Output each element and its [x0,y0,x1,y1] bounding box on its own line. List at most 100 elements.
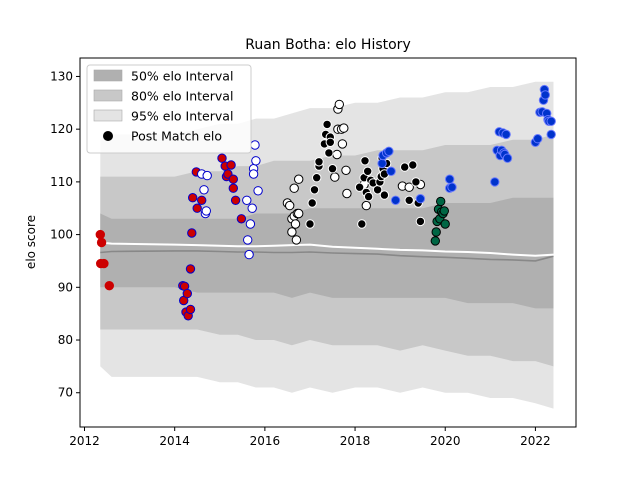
y-tick-label: 70 [58,386,73,400]
elo-point [245,219,256,229]
mean-elo-lines [100,241,554,262]
elo-point [431,227,441,237]
elo-point [360,156,370,166]
elo-point [546,116,556,127]
elo-point [354,182,365,192]
elo-point [248,169,259,179]
legend-label: Post Match elo [131,129,222,144]
elo-point [104,281,115,291]
elo-point [250,140,260,150]
elo-point [247,203,257,213]
elo-point [501,129,511,140]
y-axis-label: elo score [24,215,38,269]
elo-point [330,172,340,182]
elo-point [379,190,390,200]
elo-point [339,123,349,133]
elo-point [327,164,338,174]
legend-swatch [93,109,123,122]
elo-point [185,304,196,315]
elo-point [242,195,252,206]
elo-point [289,183,299,193]
elo-point [230,195,241,206]
elo-point [363,191,374,202]
elo-point [415,216,426,227]
elo-point [202,170,212,181]
y-tick-label: 110 [50,175,73,189]
legend-label: 95% elo Interval [131,109,233,124]
elo-point [187,228,197,238]
elo-point [445,174,455,184]
elo-point [404,195,414,206]
elo-point [404,182,414,192]
elo-point [342,188,352,199]
elo-point [332,149,342,160]
elo-point [253,186,263,196]
elo-point [294,208,304,219]
elo-point [390,195,401,206]
elo-point [197,195,207,206]
elo-point [217,153,227,163]
elo-point [430,236,440,246]
elo-point [185,264,196,274]
legend: 50% elo Interval 80% elo Interval 95% elo … [86,64,252,154]
y-tick-label: 130 [50,69,73,83]
y-tick-label: 80 [58,333,73,347]
mean-line-white [100,241,554,257]
x-tick-label: 2022 [520,434,551,448]
elo-point [384,146,394,157]
elo-point [182,288,193,299]
elo-point [386,166,396,177]
elo-point [307,198,317,208]
x-tick-label: 2012 [69,434,100,448]
elo-point [226,160,236,170]
x-tick-label: 2014 [159,434,190,448]
elo-point [251,156,261,166]
elo-point [411,177,421,187]
post-match-elo-points [95,84,556,321]
elo-point [199,185,209,195]
elo-point [400,162,410,172]
elo-point [440,219,450,229]
x-axis-ticks: 2012 2014 2016 2018 2020 2022 [69,427,551,448]
elo-point [325,137,335,148]
legend-swatch [93,69,123,82]
y-axis-ticks: 70 80 90 100 110 120 130 [50,69,80,400]
elo-point [243,235,253,245]
elo-point [309,185,320,195]
y-tick-label: 120 [50,122,73,136]
elo-point [377,158,387,169]
elo-point [363,166,373,177]
elo-point [324,148,334,158]
elo-point [228,183,239,193]
x-tick-label: 2016 [250,434,281,448]
elo-point [502,153,513,163]
elo-point [361,200,371,211]
elo-point [188,193,198,203]
elo-point [244,249,254,260]
legend-swatch [93,89,123,102]
y-tick-label: 90 [58,280,73,294]
elo-point [490,177,500,187]
elo-point [546,129,556,140]
legend-label: 50% elo Interval [131,69,233,84]
elo-point [415,194,426,204]
legend-box [86,64,252,154]
elo-point [341,165,351,176]
x-tick-label: 2018 [340,434,371,448]
elo-point [357,219,367,229]
elo-point [294,174,304,184]
elo-point [439,206,449,216]
elo-point [291,235,302,245]
elo-point [337,139,348,149]
elo-point [96,237,107,248]
elo-point [540,90,550,100]
elo-point [287,227,297,237]
elo-point [312,173,322,183]
elo-point [334,99,344,110]
elo-point [533,134,543,144]
elo-point [201,206,212,216]
elo-point [95,229,106,240]
y-tick-label: 100 [50,228,73,242]
elo-point [290,219,301,229]
